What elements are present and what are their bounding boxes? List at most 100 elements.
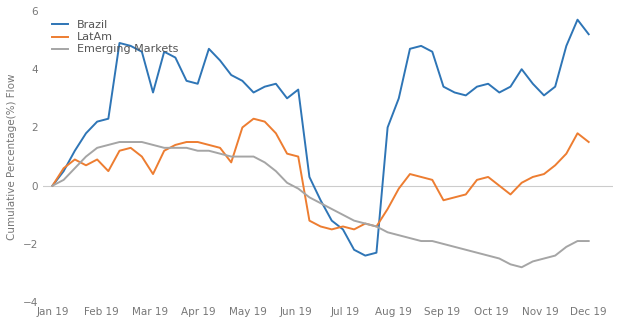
Brazil <box>562 44 570 48</box>
Emerging Markets <box>149 143 157 147</box>
Brazil <box>138 50 146 54</box>
Brazil <box>161 50 168 54</box>
Emerging Markets <box>194 149 202 153</box>
Emerging Markets <box>473 251 480 255</box>
Emerging Markets <box>518 265 525 269</box>
Brazil <box>473 85 480 88</box>
LatAm <box>127 146 135 150</box>
Emerging Markets <box>328 207 335 211</box>
Brazil <box>395 96 402 100</box>
Brazil <box>518 67 525 71</box>
LatAm <box>149 172 157 176</box>
Brazil <box>105 117 112 121</box>
Brazil <box>283 96 291 100</box>
Emerging Markets <box>350 219 358 223</box>
Emerging Markets <box>105 143 112 147</box>
Emerging Markets <box>585 239 592 243</box>
Emerging Markets <box>250 155 257 158</box>
LatAm <box>585 140 592 144</box>
Brazil <box>484 82 492 86</box>
Brazil <box>373 251 380 255</box>
Brazil <box>60 169 68 173</box>
Emerging Markets <box>428 239 436 243</box>
LatAm <box>495 184 503 188</box>
LatAm <box>395 187 402 191</box>
Brazil <box>339 227 347 231</box>
LatAm <box>328 227 335 231</box>
Line: LatAm: LatAm <box>53 119 588 229</box>
Brazil <box>428 50 436 54</box>
Brazil <box>451 90 458 94</box>
Brazil <box>574 18 581 22</box>
Emerging Markets <box>440 242 447 246</box>
Brazil <box>495 90 503 94</box>
Emerging Markets <box>462 248 469 252</box>
LatAm <box>228 160 235 164</box>
Brazil <box>228 73 235 77</box>
LatAm <box>417 175 425 179</box>
Emerging Markets <box>82 155 90 158</box>
LatAm <box>507 192 514 196</box>
Emerging Markets <box>495 257 503 260</box>
LatAm <box>306 219 313 223</box>
Emerging Markets <box>138 140 146 144</box>
Brazil <box>440 85 447 88</box>
Brazil <box>94 120 101 123</box>
Brazil <box>172 56 179 60</box>
LatAm <box>551 163 559 167</box>
LatAm <box>451 195 458 199</box>
Brazil <box>350 248 358 252</box>
LatAm <box>250 117 257 121</box>
Brazil <box>205 47 213 51</box>
Emerging Markets <box>317 201 324 205</box>
Brazil <box>239 79 246 83</box>
Emerging Markets <box>71 166 79 170</box>
Brazil <box>116 41 123 45</box>
LatAm <box>440 198 447 202</box>
Emerging Markets <box>94 146 101 150</box>
Brazil <box>183 79 190 83</box>
LatAm <box>462 192 469 196</box>
Emerging Markets <box>551 254 559 258</box>
Emerging Markets <box>294 187 302 191</box>
LatAm <box>562 152 570 156</box>
Brazil <box>306 175 313 179</box>
Emerging Markets <box>183 146 190 150</box>
Brazil <box>384 125 391 129</box>
Brazil <box>328 219 335 223</box>
LatAm <box>294 155 302 158</box>
LatAm <box>138 155 146 158</box>
LatAm <box>272 131 280 135</box>
Emerging Markets <box>127 140 135 144</box>
Emerging Markets <box>49 184 56 188</box>
LatAm <box>60 166 68 170</box>
LatAm <box>216 146 224 150</box>
Emerging Markets <box>529 260 536 263</box>
LatAm <box>350 227 358 231</box>
LatAm <box>317 225 324 228</box>
Brazil <box>82 131 90 135</box>
LatAm <box>205 143 213 147</box>
Emerging Markets <box>540 257 547 260</box>
Emerging Markets <box>60 178 68 182</box>
LatAm <box>373 225 380 228</box>
Emerging Markets <box>451 245 458 249</box>
Emerging Markets <box>339 213 347 217</box>
Legend: Brazil, LatAm, Emerging Markets: Brazil, LatAm, Emerging Markets <box>48 17 182 58</box>
Emerging Markets <box>361 222 369 226</box>
Brazil <box>540 93 547 97</box>
LatAm <box>161 149 168 153</box>
Brazil <box>272 82 280 86</box>
Emerging Markets <box>205 149 213 153</box>
Emerging Markets <box>406 236 414 240</box>
Emerging Markets <box>574 239 581 243</box>
LatAm <box>518 181 525 185</box>
LatAm <box>574 131 581 135</box>
Emerging Markets <box>172 146 179 150</box>
Brazil <box>361 254 369 258</box>
LatAm <box>473 178 480 182</box>
Brazil <box>507 85 514 88</box>
Emerging Markets <box>283 181 291 185</box>
LatAm <box>384 207 391 211</box>
Emerging Markets <box>228 155 235 158</box>
